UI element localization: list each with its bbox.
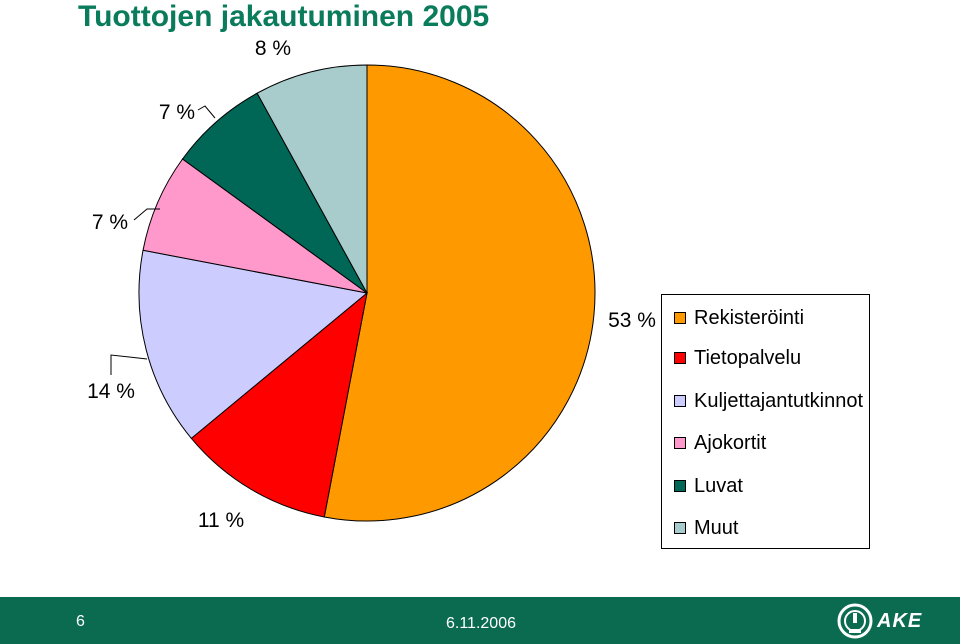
data-label: 8 % — [255, 37, 291, 60]
legend-swatch — [674, 312, 686, 324]
legend-swatch — [674, 395, 686, 407]
legend-item: Rekisteröinti — [674, 307, 804, 329]
logo-text: AKE — [877, 609, 923, 632]
ake-logo: AKE — [837, 603, 922, 639]
pie-slice — [190, 291, 368, 518]
speedometer-icon — [837, 603, 873, 639]
legend-label: Rekisteröinti — [694, 306, 805, 329]
data-label: 7 % — [92, 211, 128, 234]
data-label: 53 % — [608, 309, 656, 332]
chart-legend: Rekisteröinti Tietopalvelu Kuljettajantu… — [661, 294, 870, 549]
legend-item: Muut — [674, 517, 738, 539]
leader-line — [197, 105, 216, 119]
data-label: 11 % — [198, 509, 244, 532]
leader-line — [133, 208, 160, 221]
leader-line — [110, 354, 148, 375]
legend-swatch — [674, 437, 686, 449]
legend-swatch — [674, 352, 686, 364]
pie-slice — [323, 64, 596, 522]
legend-item: Kuljettajantutkinnot — [674, 390, 863, 412]
data-label: 7 % — [159, 101, 195, 124]
pie-slice — [256, 64, 368, 294]
footer-date: 6.11.2006 — [446, 615, 516, 632]
chart-title: Tuottojen jakautuminen 2005 — [78, 0, 490, 33]
pie-slice — [138, 249, 369, 440]
legend-label: Luvat — [694, 474, 743, 497]
legend-label: Tietopalvelu — [694, 346, 802, 369]
legend-swatch — [674, 522, 686, 534]
pie-chart: 53 % 11 % 14 % 7 % 7 % 8 % — [87, 37, 656, 532]
legend-item: Luvat — [674, 475, 743, 497]
legend-label: Muut — [694, 516, 739, 539]
legend-item: Tietopalvelu — [674, 347, 801, 369]
data-label: 14 % — [87, 380, 135, 403]
legend-label: Ajokortit — [694, 431, 767, 454]
page-number: 6 — [76, 613, 85, 630]
footer-bar: 6 6.11.2006 AKE — [0, 597, 960, 644]
legend-item: Ajokortit — [674, 432, 766, 454]
legend-label: Kuljettajantutkinnot — [694, 389, 864, 412]
legend-swatch — [674, 480, 686, 492]
